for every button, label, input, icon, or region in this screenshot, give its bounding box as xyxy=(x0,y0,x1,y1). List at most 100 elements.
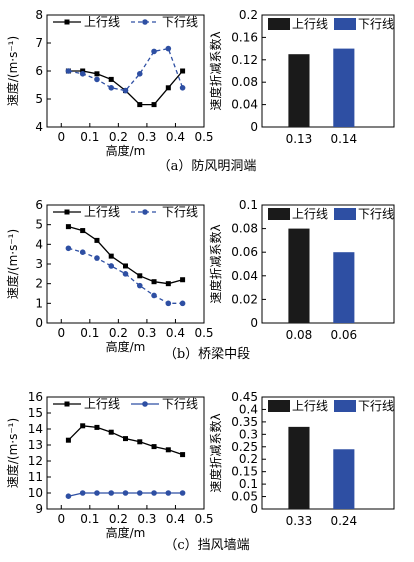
legend-swatch xyxy=(334,208,356,220)
legend-marker xyxy=(142,19,148,25)
y-tick-label: 0.2 xyxy=(239,8,258,22)
data-point xyxy=(151,490,157,496)
data-point xyxy=(122,490,129,496)
data-point xyxy=(108,429,114,435)
x-tick-label: 0 xyxy=(57,326,65,340)
x-tick-label: 0.3 xyxy=(137,512,156,526)
line-chart-0: 4 5 6 7 8 0 0.1 0.2 0.3 0.4 0.5 高度/m 速度/(m·s⁻¹) 上行线 下行… xyxy=(5,8,214,158)
data-point xyxy=(165,447,171,453)
data-point xyxy=(122,271,129,277)
y-tick-label: 0.45 xyxy=(231,390,258,404)
y-tick-label: 0.04 xyxy=(231,269,258,283)
y-tick-label: 9 xyxy=(35,502,43,516)
x-tick-label: 0.3 xyxy=(137,326,156,340)
data-point xyxy=(65,437,71,443)
y-tick-label: 0 xyxy=(250,502,258,516)
y-tick-label: 12 xyxy=(28,454,43,468)
x-axis-title: 高度/m xyxy=(106,143,146,158)
data-point xyxy=(94,237,100,243)
y-axis-title: 速度/(m·s⁻¹) xyxy=(5,229,20,299)
y-tick-label: 8 xyxy=(35,8,43,22)
y-tick-label: 0 xyxy=(35,316,43,330)
bar-chart-3: 0 0.02 0.04 0.06 0.08 0.1 速度折减系数λ 0.08 0.06 上行线 下行… xyxy=(208,198,395,342)
x-tick-label: 0.5 xyxy=(194,512,213,526)
y-tick-label: 0.08 xyxy=(231,222,258,236)
data-point xyxy=(108,76,114,82)
data-point xyxy=(79,249,86,255)
legend-swatch xyxy=(268,400,290,412)
x-tick-label: 0.4 xyxy=(166,512,185,526)
x-tick-label: 0.4 xyxy=(166,326,185,340)
y-tick-label: 5 xyxy=(35,218,43,232)
legend-marker xyxy=(64,209,70,215)
y-axis-title: 速度折减系数λ xyxy=(208,31,223,110)
y-tick-label: 0.2 xyxy=(239,452,258,466)
legend-label: 上行线 xyxy=(84,15,120,29)
legend-label: 上行线 xyxy=(84,397,120,411)
bar xyxy=(288,54,310,128)
figure-caption: （b）桥梁中段 xyxy=(164,347,250,362)
bar xyxy=(333,449,355,509)
x-tick-label: 0.4 xyxy=(166,130,185,144)
bar xyxy=(333,252,355,323)
x-tick-label: 0 xyxy=(57,512,65,526)
y-tick-label: 16 xyxy=(28,390,43,404)
bar-category-label: 0.33 xyxy=(286,514,313,528)
line-chart-2: 0 1 2 3 4 5 6 0 0.1 0.2 0.3 0.4 0.5 高度/m 速度/(m·s⁻¹) 上行线… xyxy=(5,198,214,354)
legend-label: 下行线 xyxy=(358,399,394,413)
x-tick-label: 0.1 xyxy=(80,326,99,340)
x-tick-label: 0.3 xyxy=(137,130,156,144)
plot-frame xyxy=(261,396,395,510)
data-point xyxy=(94,255,100,261)
bar-chart-1: 0 0.04 0.08 0.12 0.16 0.2 速度折减系数λ 0.13 0.14 上行线 下行… xyxy=(208,8,395,146)
data-point xyxy=(151,102,157,108)
legend-label: 下行线 xyxy=(358,207,394,221)
data-point xyxy=(151,444,157,450)
data-point xyxy=(94,424,100,430)
data-point xyxy=(108,263,115,269)
x-tick-label: 0.2 xyxy=(109,130,128,144)
legend-marker xyxy=(142,401,148,407)
data-point xyxy=(179,300,186,307)
figure-caption: （c）挡风墙端 xyxy=(164,538,249,553)
y-tick-label: 5 xyxy=(35,92,43,106)
bar-category-label: 0.13 xyxy=(286,132,313,146)
data-point xyxy=(123,436,128,442)
legend-marker xyxy=(142,209,148,215)
plot-frame xyxy=(261,204,395,324)
y-axis-title: 速度/(m·s⁻¹) xyxy=(5,36,20,106)
y-tick-label: 0.02 xyxy=(231,292,258,306)
x-tick-label: 0.1 xyxy=(80,130,99,144)
bar xyxy=(333,48,355,127)
legend-label: 上行线 xyxy=(292,207,328,221)
y-tick-label: 0.15 xyxy=(231,465,258,479)
data-point xyxy=(94,76,100,83)
y-tick-label: 0.25 xyxy=(231,440,258,454)
data-point xyxy=(65,68,72,74)
y-tick-label: 4 xyxy=(35,237,43,251)
legend-label: 下行线 xyxy=(162,397,198,411)
data-point xyxy=(136,490,143,496)
data-point xyxy=(108,253,114,259)
data-point xyxy=(179,490,186,496)
bar-chart-5: 00.050.10.150.20.250.30.350.40.45 速度折减系数λ… xyxy=(208,390,395,528)
legend-swatch xyxy=(268,18,290,30)
data-point xyxy=(180,68,186,74)
y-tick-label: 15 xyxy=(28,406,43,420)
y-tick-label: 0.4 xyxy=(239,402,258,416)
data-point xyxy=(165,85,171,91)
data-point xyxy=(151,292,157,299)
legend-label: 下行线 xyxy=(162,15,198,29)
line-chart-4: 9 10 11 12 13 14 15 16 0 0.1 0.2 0.3 0.4 0.5 高度/m 速度/(m… xyxy=(5,390,214,540)
data-point xyxy=(65,245,72,252)
bar xyxy=(288,228,310,323)
y-tick-label: 0 xyxy=(250,316,258,330)
data-point xyxy=(180,452,186,458)
data-point xyxy=(108,85,115,91)
x-axis-title: 高度/m xyxy=(106,339,146,354)
y-tick-label: 0.35 xyxy=(231,415,258,429)
data-point xyxy=(165,281,171,287)
y-tick-label: 0.05 xyxy=(231,490,258,504)
y-axis-title: 速度折减系数λ xyxy=(208,224,223,303)
data-point xyxy=(80,68,86,74)
